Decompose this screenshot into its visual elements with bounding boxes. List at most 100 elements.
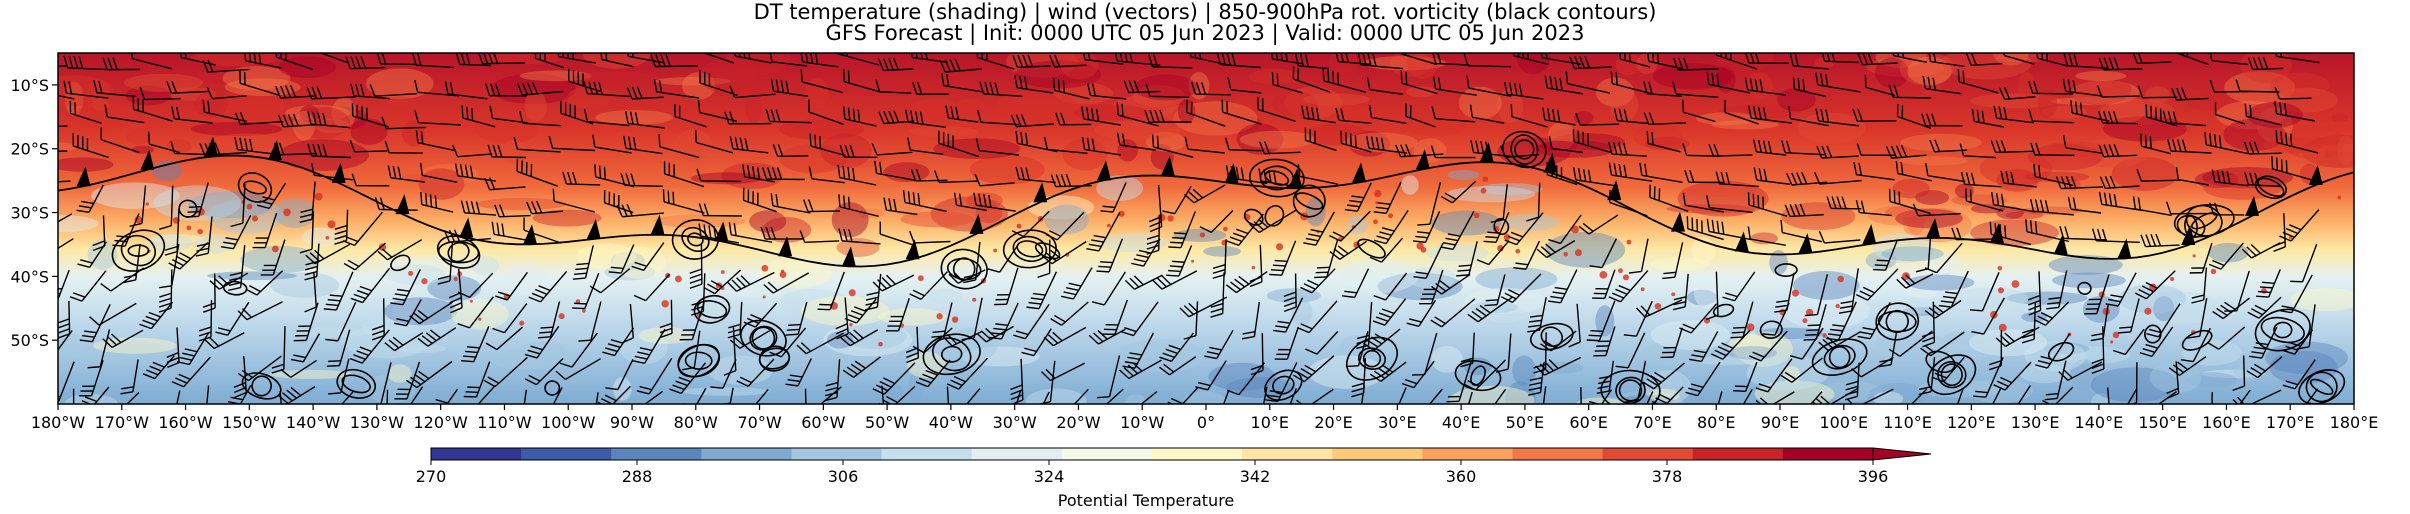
wind-barb [2062,135,2104,154]
wind-barb [915,359,951,388]
shading-patch [1159,103,1249,124]
wind-barb [1340,130,1372,153]
shading-patch [1954,183,1974,199]
wind-barb [909,230,951,244]
wind-barb [1335,107,1372,124]
vorticity-contour [2298,369,2346,404]
wind-barb [1535,356,1582,376]
wind-barb [1646,130,1681,153]
wind-barb [1257,96,1296,122]
wind-barb [2249,326,2278,359]
shading-patch [1696,112,1758,126]
wind-barb [2256,269,2281,298]
wind-barb [689,243,703,289]
wind-barb [2028,108,2074,124]
wind-barb [463,361,491,398]
shading-patch [207,271,297,281]
wind-barb [1872,239,1899,271]
wind-barb [2208,202,2245,216]
wind-barb [2134,270,2176,300]
wind-barb [104,104,145,124]
shading-speckle [1791,289,1799,297]
shading-speckle [186,225,192,231]
wind-barb [1924,242,1963,274]
wind-barb [2243,141,2283,155]
wind-barb [1412,211,1441,243]
shading-speckle [661,300,669,308]
colorbar-ticks: 270 288 306 324 342 360 378 396 [416,460,1889,486]
wind-barb [2033,301,2070,326]
vorticity-contour [1925,350,1956,374]
shading-speckle [1503,233,1511,241]
wind-barb [275,53,314,71]
wind-barb [905,109,947,128]
wind-barb [1682,192,1724,213]
wind-barb [1225,165,1268,185]
wind-barb [1184,184,1226,204]
shading-speckle [762,295,766,299]
shading-patch [2006,291,2088,305]
wind-barb [1012,54,1051,69]
wind-barb [350,83,390,100]
wind-barb [1210,272,1225,318]
vorticity-contour [251,375,272,397]
wind-barb [763,272,810,294]
shading-speckle [469,299,473,303]
wind-barb [1144,109,1192,123]
wind-barb [1259,141,1301,155]
shading-patch [126,129,151,145]
wind-barb [1041,240,1087,265]
wind-barb [1672,81,1719,98]
wind-barb [1043,137,1088,154]
colorbar-tick-label: 396 [1858,467,1889,486]
wind-barb [2055,175,2104,190]
wind-barb [1990,139,2035,154]
wind-barb [77,241,107,268]
front-triangle [1734,231,1749,252]
wind-barb [516,158,558,187]
wind-barb [842,356,881,378]
front-triangle [1288,168,1303,189]
shading-patch [1915,190,1950,206]
wind-barb [1575,112,1620,126]
shading-patch [2041,105,2088,119]
shading-speckle [1571,225,1579,234]
wind-barb [836,53,880,66]
wind-barb [1526,182,1541,222]
wind-barb [633,273,671,302]
wind-barb [1329,210,1371,242]
wind-barb [1412,332,1438,376]
vorticity-contour [2260,316,2305,344]
wind-barb [910,168,948,182]
shading-speckle [1515,248,1521,254]
wind-barb [1282,388,1297,404]
shading-patch [1995,53,2050,62]
shading-patch [745,88,762,125]
colorbar-bin [1512,448,1604,460]
wind-barb [1011,210,1050,238]
x-tick-label: 140°E [2075,413,2124,432]
wind-barb [58,125,68,129]
shading-patch [1044,204,1089,235]
wind-barb [1304,127,1337,152]
wind-barb [394,361,421,400]
wind-barb [1589,238,1618,269]
shading-patch [1477,183,1543,196]
shading-speckle [1805,308,1814,317]
shading-patch [878,308,946,326]
shading-patch [2317,143,2354,153]
shading-speckle [2011,280,2020,288]
wind-barb [100,267,145,292]
wind-barb [796,332,844,355]
wind-barb [204,332,245,350]
shading-patch [880,383,903,401]
shading-patch [2265,341,2349,375]
wind-barb [562,171,601,186]
shading-speckle [1497,244,1504,252]
x-tick-label: 160°W [158,413,213,432]
shading-speckle [1375,201,1379,205]
vorticity-contour [1600,369,1661,404]
colorbar-bin [971,448,1063,460]
wind-barb [1673,57,1719,71]
colorbar-tick-label: 288 [622,467,653,486]
